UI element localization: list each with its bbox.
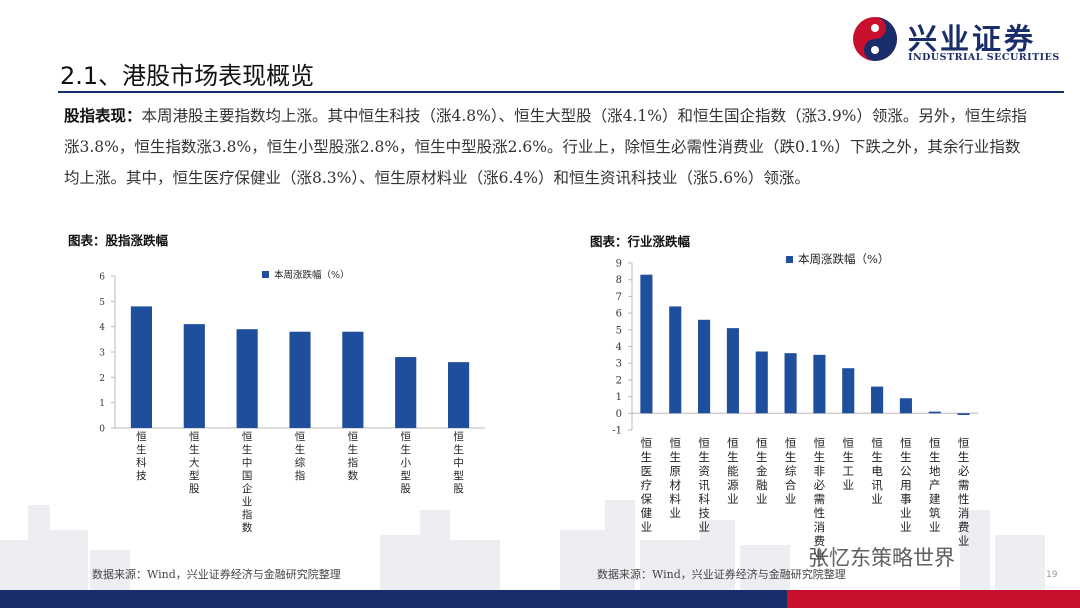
logo-text-cn: 兴业证券 <box>908 22 1037 56</box>
x-category-label: 恒生资讯科技业 <box>698 436 710 534</box>
x-category-label: 恒生综指 <box>295 430 306 482</box>
summary-paragraph: 股指表现：本周港股主要指数均上涨。其中恒生科技（涨4.8%）、恒生大型股（涨4.… <box>64 100 1034 194</box>
index-bar <box>342 331 364 428</box>
y-tick-label: 2 <box>99 374 105 384</box>
chart-legend: 本周涨跌幅（%） <box>786 252 889 266</box>
summary-text: 本周港股主要指数均上涨。其中恒生科技（涨4.8%）、恒生大型股（涨4.1%）和恒… <box>64 107 1027 187</box>
legend-swatch <box>786 256 793 263</box>
x-category-label: 恒生地产建筑业 <box>929 436 941 534</box>
city-skyline-background <box>0 500 1045 590</box>
logo-mark-icon <box>853 17 897 61</box>
data-source-left: 数据来源：Wind，兴业证券经济与金融研究院整理 <box>92 568 341 581</box>
x-category-label: 恒生金融业 <box>756 436 768 506</box>
industry-bar <box>928 411 941 414</box>
y-tick-label: 0 <box>99 425 105 435</box>
legend-swatch <box>262 271 269 278</box>
industry-bar <box>640 274 653 414</box>
y-tick-label: 1 <box>99 399 105 409</box>
industry-bar <box>784 353 797 414</box>
x-category-label: 恒生公用事业业 <box>900 436 912 534</box>
title-divider <box>58 91 1064 93</box>
y-tick-label: 5 <box>99 298 105 308</box>
y-tick-label: -1 <box>612 426 622 437</box>
index-bar <box>448 362 470 428</box>
x-category-label: 恒生工业 <box>843 436 855 492</box>
industry-bar <box>957 413 970 415</box>
industry-bar <box>755 351 768 414</box>
y-tick-label: 6 <box>616 309 622 320</box>
index-bar <box>289 331 311 428</box>
legend-label: 本周涨跌幅（%） <box>798 252 889 266</box>
chart-legend: 本周涨跌幅（%） <box>262 269 350 281</box>
y-tick-label: 1 <box>616 392 622 403</box>
logo-text-en: INDUSTRIAL SECURITIES <box>908 52 1060 63</box>
y-tick-label: 4 <box>99 323 105 333</box>
y-tick-label: 3 <box>616 359 622 370</box>
y-tick-label: 6 <box>99 273 105 283</box>
y-tick-label: 9 <box>616 259 622 270</box>
page-title: 2.1、港股市场表现概览 <box>60 62 315 90</box>
x-category-label: 恒生综合业 <box>785 436 797 506</box>
summary-lead: 股指表现： <box>64 106 142 125</box>
x-category-label: 恒生指数 <box>348 430 359 482</box>
x-category-label: 恒生中型股 <box>453 430 464 495</box>
footer-color-bar <box>0 590 1080 608</box>
index-bar <box>236 329 258 428</box>
industry-bar <box>726 328 739 414</box>
legend-label: 本周涨跌幅（%） <box>274 269 350 281</box>
y-tick-label: 5 <box>616 325 622 336</box>
y-tick-label: 7 <box>616 292 622 303</box>
industry-bar <box>871 386 884 414</box>
x-category-label: 恒生医疗保健业 <box>641 436 653 534</box>
company-logo: 兴业证券 INDUSTRIAL SECURITIES <box>852 14 1067 66</box>
index-bar <box>130 306 152 428</box>
y-tick-label: 4 <box>616 342 622 353</box>
x-category-label: 恒生小型股 <box>400 430 411 495</box>
industry-bar <box>813 354 826 414</box>
y-tick-label: 0 <box>616 409 622 420</box>
chart-caption-industry: 图表：行业涨跌幅 <box>590 234 691 249</box>
x-category-label: 恒生科技 <box>136 430 147 482</box>
watermark-text: 张忆东策略世界 <box>808 546 955 570</box>
x-category-label: 恒生电讯业 <box>871 436 883 506</box>
x-category-label: 恒生能源业 <box>727 436 739 506</box>
page-number: 19 <box>1046 570 1058 580</box>
x-category-label: 恒生非必需性消费业 <box>814 436 826 562</box>
footer-bar-red <box>787 590 1080 608</box>
x-category-label: 恒生中国企业指数 <box>242 430 253 534</box>
industry-bar <box>899 398 912 414</box>
industry-bar <box>669 306 682 414</box>
index-bar <box>183 324 205 428</box>
index-bar <box>395 357 417 428</box>
y-tick-label: 3 <box>99 349 105 359</box>
x-category-label: 恒生大型股 <box>189 430 200 495</box>
x-category-label: 恒生原材料业 <box>670 436 682 520</box>
y-tick-label: 2 <box>616 375 622 386</box>
industry-bar <box>842 368 855 414</box>
x-category-label: 恒生必需性消费业 <box>958 436 970 548</box>
footer-bar-blue <box>0 590 787 608</box>
chart-caption-index: 图表：股指涨跌幅 <box>68 233 169 248</box>
index-change-chart: 0 1 2 3 4 5 6 本周涨跌幅（%） 恒生科技 恒生大型股 恒生中国企业指数 恒生综指 恒生指数… <box>99 269 485 534</box>
data-source-right: 数据来源：Wind，兴业证券经济与金融研究院整理 <box>597 568 846 581</box>
industry-change-chart: -1 0 1 2 3 4 5 6 7 8 9 本周涨跌幅（%） 恒生医疗保健业 恒生原材料业 恒生资讯科技业… <box>612 252 978 562</box>
industry-bar <box>698 319 711 414</box>
y-tick-label: 8 <box>616 275 622 286</box>
